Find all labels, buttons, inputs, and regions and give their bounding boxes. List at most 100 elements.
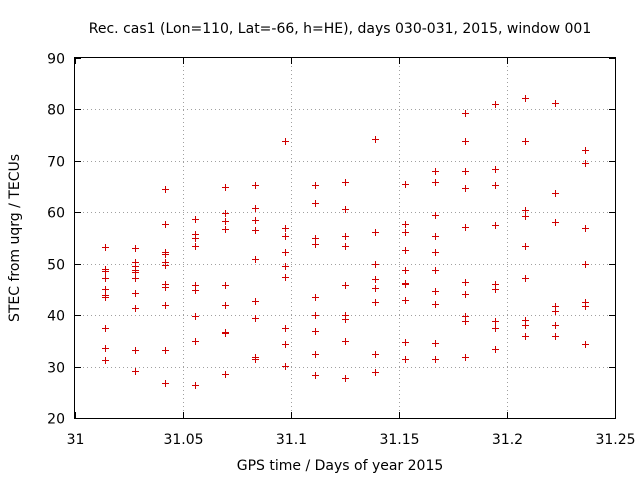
data-point	[582, 303, 589, 310]
data-point	[522, 213, 529, 220]
data-point	[432, 288, 439, 295]
data-point	[552, 190, 559, 197]
y-tick-label: 50	[47, 258, 65, 274]
data-point	[402, 221, 409, 228]
data-point	[102, 286, 109, 293]
data-point	[492, 286, 499, 293]
data-point	[132, 290, 139, 297]
data-point	[462, 185, 469, 192]
data-point	[132, 368, 139, 375]
data-point	[432, 233, 439, 240]
data-point	[222, 218, 229, 225]
data-point	[342, 179, 349, 186]
data-point	[372, 261, 379, 268]
y-tick-label: 80	[47, 103, 65, 119]
data-point	[402, 247, 409, 254]
data-point	[132, 275, 139, 282]
data-point	[102, 357, 109, 364]
data-point	[372, 229, 379, 236]
plot-frame	[74, 57, 616, 419]
y-tick-label: 20	[47, 412, 65, 428]
data-point	[402, 297, 409, 304]
data-point	[432, 356, 439, 363]
data-point	[552, 333, 559, 340]
data-point	[492, 182, 499, 189]
data-point	[102, 275, 109, 282]
y-tick-label: 60	[47, 206, 65, 222]
data-point	[282, 274, 289, 281]
y-tick-label: 90	[47, 52, 65, 68]
data-point	[192, 382, 199, 389]
data-point	[522, 95, 529, 102]
data-point	[132, 269, 139, 276]
x-tick-label: 31.2	[492, 432, 523, 448]
data-point	[462, 168, 469, 175]
data-point	[192, 243, 199, 250]
data-point	[462, 138, 469, 145]
data-point	[132, 305, 139, 312]
data-point	[312, 235, 319, 242]
data-point	[582, 160, 589, 167]
data-point	[192, 313, 199, 320]
data-point	[222, 226, 229, 233]
data-point	[102, 268, 109, 275]
data-point	[492, 166, 499, 173]
data-point	[132, 245, 139, 252]
data-point	[282, 325, 289, 332]
data-point	[252, 256, 259, 263]
x-tick-label: 31	[67, 432, 85, 448]
data-point	[282, 225, 289, 232]
data-point	[432, 168, 439, 175]
data-point	[342, 282, 349, 289]
data-point	[372, 285, 379, 292]
data-point	[282, 341, 289, 348]
data-point	[522, 207, 529, 214]
data-point	[222, 302, 229, 309]
data-point	[162, 262, 169, 269]
data-point	[372, 276, 379, 283]
x-tick-labels: 31 31.05 31.1 31.15 31.2 31.25	[67, 432, 636, 448]
data-point	[312, 328, 319, 335]
data-point	[372, 299, 379, 306]
data-point	[342, 375, 349, 382]
data-point	[102, 325, 109, 332]
data-point	[222, 210, 229, 217]
y-tick-labels: 20 30 40 50 60 70 80 90	[47, 52, 65, 428]
data-point	[552, 100, 559, 107]
data-point	[492, 325, 499, 332]
data-point	[312, 312, 319, 319]
x-tick-label: 31.1	[276, 432, 307, 448]
data-point	[162, 302, 169, 309]
data-point	[342, 316, 349, 323]
data-point	[402, 267, 409, 274]
data-point	[582, 147, 589, 154]
data-point	[342, 338, 349, 345]
data-point	[582, 225, 589, 232]
data-point	[582, 261, 589, 268]
data-point	[192, 287, 199, 294]
grid	[75, 58, 615, 418]
data-point	[552, 322, 559, 329]
data-point	[492, 318, 499, 325]
chart-title: Rec. cas1 (Lon=110, Lat=-66, h=HE), days…	[89, 21, 591, 37]
data-point	[102, 244, 109, 251]
data-point	[432, 301, 439, 308]
data-point	[522, 322, 529, 329]
data-point	[282, 263, 289, 270]
data-point	[552, 219, 559, 226]
data-point	[432, 249, 439, 256]
data-point	[402, 281, 409, 288]
data-point	[282, 249, 289, 256]
data-point	[252, 205, 259, 212]
data-point	[252, 356, 259, 363]
data-point	[162, 347, 169, 354]
data-point	[252, 298, 259, 305]
y-tick-label: 30	[47, 361, 65, 377]
data-point	[162, 380, 169, 387]
data-point	[402, 339, 409, 346]
data-point	[222, 330, 229, 337]
x-tick-label: 31.25	[595, 432, 635, 448]
data-point	[192, 216, 199, 223]
data-point	[312, 241, 319, 248]
